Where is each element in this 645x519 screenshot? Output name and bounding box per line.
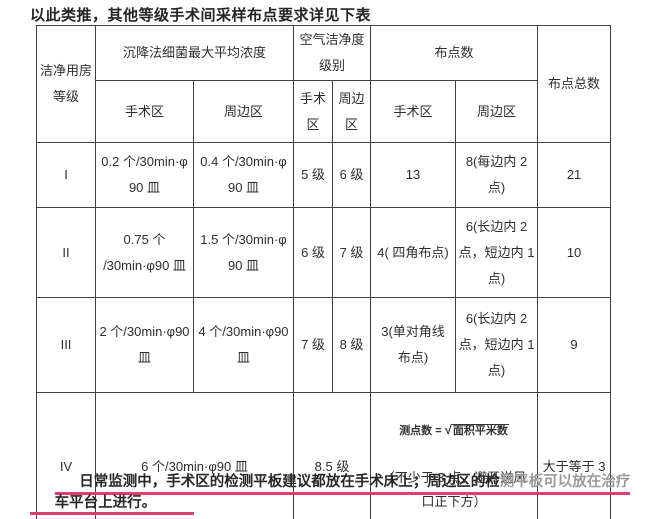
sampling-points-table: 洁净用房 等级 沉降法细菌最大平均浓度 空气洁净度 级别 布点数 布点总数 手术… xyxy=(36,25,612,519)
header-total-points: 布点总数 xyxy=(537,25,612,143)
table-row-grade-2: II 0.75 个 /30min·φ90 皿 1.5 个/30min·φ 90 … xyxy=(36,207,612,298)
subheader-peripheral-zone: 周边区 xyxy=(192,80,295,143)
cell-grade: I xyxy=(36,142,96,208)
points-formula: 测点数 = √面积平米数 xyxy=(373,420,535,440)
cell-peripheral-points: 8(每边内 2 点) xyxy=(455,142,539,208)
cell-total-points: 大于等于 3 xyxy=(537,392,612,519)
cell-concentration-combined: 6 个/30min·φ90 皿 xyxy=(94,392,295,519)
header-air-class: 空气洁净度 级别 xyxy=(293,25,372,81)
points-formula-note: （不少于 3 点，避开送风 口正下方） xyxy=(381,469,527,510)
table-row-grade-1: I 0.2 个/30min·φ 90 皿 0.4 个/30min·φ 90 皿 … xyxy=(36,142,612,208)
subheader-surgical-zone: 手术区 xyxy=(95,80,194,143)
formula-prefix: 测点数 = xyxy=(399,425,445,437)
cell-surgical-points: 4( 四角布点) xyxy=(370,207,457,298)
cell-peripheral-air-class: 6 级 xyxy=(332,142,372,208)
intro-text: 以此类推，其他等级手术间采样布点要求详见下表 xyxy=(30,7,372,24)
header-room-grade: 洁净用房 等级 xyxy=(36,25,96,143)
cell-surgical-air-class: 5 级 xyxy=(293,142,334,208)
cell-points-combined: 测点数 = √面积平米数 （不少于 3 点，避开送风 口正下方） xyxy=(370,392,539,519)
note-line-1: 日常监测中，手术区的检测平板建议都放在手术床上；周边区的检测平板可以放在治疗 xyxy=(54,474,631,495)
cell-surgical-concentration: 0.75 个 /30min·φ90 皿 xyxy=(95,207,194,298)
cell-peripheral-concentration: 0.4 个/30min·φ 90 皿 xyxy=(192,142,295,208)
header-row-2: 手术区 周边区 手术区 周边区 手术区 周边区 xyxy=(37,80,611,143)
cell-total-points: 21 xyxy=(537,142,612,208)
note-line-2: 车平台上进行。 xyxy=(30,495,195,516)
header-row-1: 洁净用房 等级 沉降法细菌最大平均浓度 空气洁净度 级别 布点数 布点总数 xyxy=(36,25,612,143)
cell-peripheral-concentration: 4 个/30min·φ90 皿 xyxy=(192,297,295,393)
sqrt-icon: √ xyxy=(444,422,452,437)
cell-surgical-air-class: 6 级 xyxy=(293,207,334,298)
note-line-1-faded: 测平板可以放在治疗 xyxy=(499,474,631,490)
formula-radicand: 面积平米数 xyxy=(451,424,509,437)
cell-grade: II xyxy=(36,207,96,298)
cell-air-class-combined: 8.5 级 xyxy=(293,392,372,519)
cell-surgical-points: 3(单对角线 布点) xyxy=(370,297,457,393)
header-settle-concentration: 沉降法细菌最大平均浓度 xyxy=(94,25,295,81)
subheader-surgical-zone: 手术区 xyxy=(293,80,334,143)
cell-surgical-air-class: 7 级 xyxy=(293,297,334,393)
cell-total-points: 10 xyxy=(537,207,612,298)
cell-surgical-points: 13 xyxy=(370,142,457,208)
cell-peripheral-points: 6(长边内 2 点，短边内 1 点) xyxy=(455,297,539,393)
cell-peripheral-concentration: 1.5 个/30min·φ 90 皿 xyxy=(192,207,295,298)
cell-peripheral-air-class: 8 级 xyxy=(332,297,372,393)
cell-peripheral-points: 6(长边内 2 点，短边内 1 点) xyxy=(455,207,539,298)
cell-peripheral-air-class: 7 级 xyxy=(332,207,372,298)
bottom-note: 日常监测中，手术区的检测平板建议都放在手术床上；周边区的检测平板可以放在治疗 车平… xyxy=(30,474,644,516)
subheader-peripheral-zone: 周边区 xyxy=(332,80,372,143)
header-points: 布点数 xyxy=(370,25,539,81)
table-row-grade-4: IV 6 个/30min·φ90 皿 8.5 级 测点数 = √面积平米数 （不… xyxy=(36,392,612,519)
table-row-grade-3: III 2 个/30min·φ90 皿 4 个/30min·φ90 皿 7 级 … xyxy=(36,297,612,393)
note-line-1-normal: 日常监测中，手术区的检测平板建议都放在手术床上；周边区的检 xyxy=(79,474,500,490)
subheader-surgical-zone: 手术区 xyxy=(370,80,457,143)
cell-surgical-concentration: 2 个/30min·φ90 皿 xyxy=(95,297,194,393)
cell-grade: III xyxy=(36,297,96,393)
cell-total-points: 9 xyxy=(537,297,612,393)
cell-surgical-concentration: 0.2 个/30min·φ 90 皿 xyxy=(95,142,194,208)
cell-grade: IV xyxy=(36,392,96,519)
subheader-peripheral-zone: 周边区 xyxy=(455,80,539,143)
